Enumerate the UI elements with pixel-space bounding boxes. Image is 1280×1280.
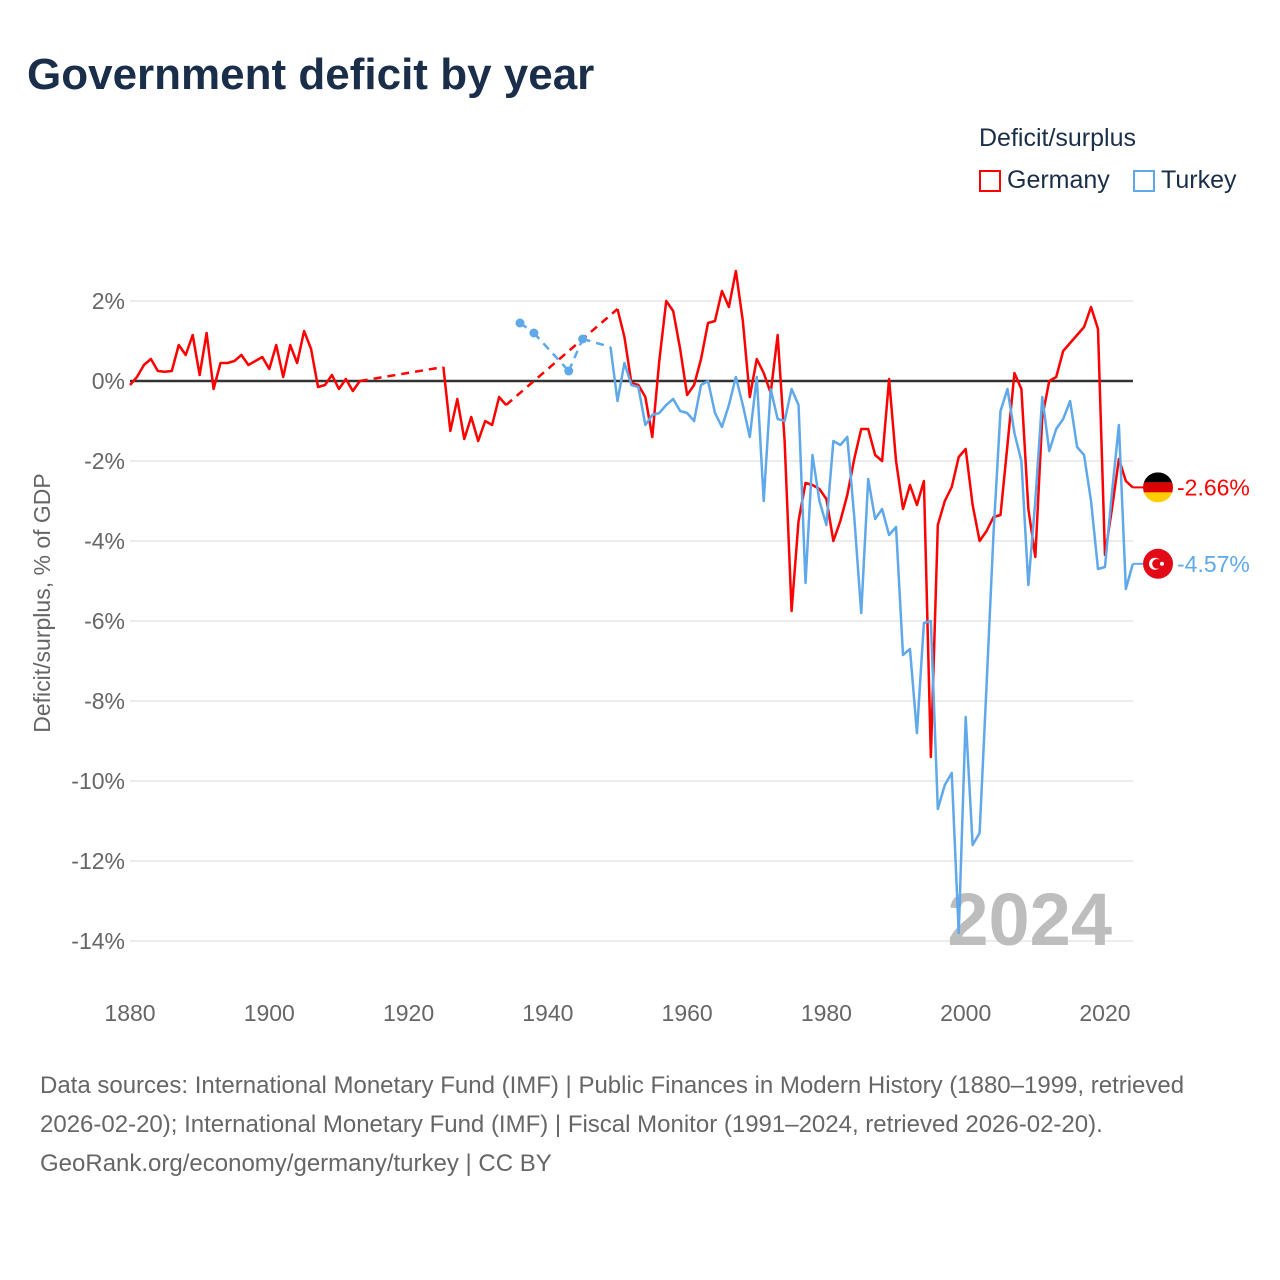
- y-tick-label: -2%: [84, 448, 125, 474]
- series-line-turkey: [609, 346, 1135, 935]
- gap-dashed-line-turkey: [567, 338, 584, 372]
- footer: Data sources: International Monetary Fun…: [40, 1066, 1240, 1183]
- gap-dashed-line-germany: [359, 365, 444, 383]
- legend-swatch-turkey: [1133, 169, 1155, 192]
- x-tick-label: 2020: [1079, 1000, 1130, 1026]
- x-tick-label: 1960: [662, 1000, 713, 1026]
- data-sources: Data sources: International Monetary Fun…: [40, 1072, 1185, 1138]
- legend-label-germany: Germany: [1007, 166, 1110, 194]
- y-tick-label: -6%: [84, 608, 125, 634]
- series-line-germany: [129, 269, 1134, 759]
- plot-area: 2% 0% -2% -4% -6% -8% -10% -12% -14% 1880 1900 1920…: [29, 269, 1250, 1026]
- year-watermark: 2024: [947, 878, 1112, 961]
- germany-flag-icon: [1143, 472, 1173, 503]
- y-axis-label: Deficit/surplus, % of GDP: [29, 473, 55, 732]
- legend-title: Deficit/surplus: [979, 124, 1136, 152]
- attribution[interactable]: GeoRank.org/economy/germany/turkey | CC …: [40, 1150, 552, 1177]
- gap-dashed-line-germany: [505, 308, 619, 406]
- x-tick-label: 1940: [522, 1000, 573, 1026]
- crescent-cut: [1152, 559, 1162, 569]
- x-tick-label: 1920: [383, 1000, 434, 1026]
- legend-item-turkey[interactable]: Turkey: [1133, 166, 1236, 195]
- x-tick-label: 2000: [940, 1000, 991, 1026]
- legend-label-turkey: Turkey: [1161, 166, 1237, 194]
- end-label-germany: -2.66%: [1177, 474, 1250, 500]
- y-tick-label: -4%: [84, 528, 125, 554]
- y-tick-label: -10%: [71, 768, 125, 794]
- y-tick-label: -8%: [84, 688, 125, 714]
- gap-dashed-line-turkey: [582, 337, 611, 349]
- star-icon: [1160, 561, 1164, 566]
- x-tick-label: 1980: [801, 1000, 852, 1026]
- y-tick-label: -12%: [71, 848, 125, 874]
- legend-swatch-germany: [979, 169, 1001, 192]
- x-tick-label: 1880: [104, 1000, 155, 1026]
- legend-item-germany[interactable]: Germany: [979, 166, 1110, 195]
- y-tick-label: 2%: [92, 288, 125, 314]
- end-label-turkey: -4.57%: [1177, 551, 1250, 577]
- y-tick-label: -14%: [71, 928, 125, 954]
- x-tick-label: 1900: [244, 1000, 295, 1026]
- y-tick-label: 0%: [92, 368, 125, 394]
- gap-dashed-line-turkey: [532, 332, 570, 372]
- chart-title: Government deficit by year: [27, 50, 595, 99]
